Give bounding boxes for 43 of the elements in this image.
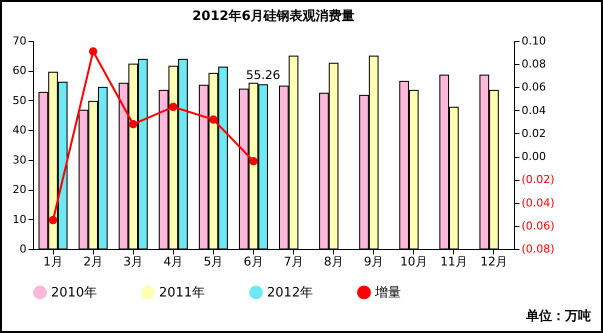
legend-label: 2011年	[159, 285, 206, 300]
y-tick-label: 0	[20, 242, 26, 256]
y2-tick-label: 0.10	[522, 34, 546, 48]
y2-tick-label: 0.06	[522, 80, 546, 94]
y2-tick-label: (0.04)	[522, 196, 555, 210]
x-tick-label: 3月	[123, 254, 144, 268]
x-tick-label: 12月	[480, 254, 508, 268]
point	[129, 120, 138, 128]
y2-tick-label: 0.00	[522, 150, 546, 164]
y-tick-label: 70	[12, 34, 26, 48]
y2-tick-label: (0.02)	[522, 173, 555, 186]
x-tick-label: 4月	[163, 254, 184, 268]
x-tick-label: 6月	[244, 254, 264, 268]
point	[48, 216, 58, 224]
y2-tick-label: 0.02	[522, 126, 546, 140]
x-tick-label: 2月	[83, 254, 103, 268]
text: 单位：万吨	[526, 308, 591, 325]
point	[169, 102, 178, 112]
y-tick-label: 20	[12, 183, 26, 196]
x-tick-label: 9月	[364, 254, 384, 268]
y2-tick-label: (0.08)	[522, 242, 555, 256]
x-tick-label: 10月	[400, 254, 428, 268]
data-label: 55.26	[246, 68, 280, 82]
y2-tick-label: 0.08	[522, 58, 546, 71]
x-tick-label: 11月	[440, 254, 468, 268]
y-tick-label: 60	[12, 64, 26, 78]
y-tick-label: 40	[12, 124, 26, 137]
x-tick-label: 5月	[204, 254, 224, 268]
legend-label: 增量	[374, 285, 401, 300]
legend-label: 2010年	[51, 285, 98, 300]
legend-label: 2012年	[267, 285, 314, 300]
x-tick-label: 7月	[284, 254, 304, 268]
y2-tick-label: (0.06)	[522, 219, 555, 232]
y2-tick-label: 0.04	[522, 104, 546, 117]
x-tick-label: 8月	[324, 254, 344, 268]
y-tick-label: 10	[12, 212, 26, 226]
chart-title: 2012年6月硅钢表观消费量	[192, 9, 355, 24]
point	[88, 47, 98, 56]
point	[209, 115, 218, 124]
y-tick-label: 50	[12, 94, 26, 107]
x-tick-label: 1月	[43, 254, 63, 268]
y-tick-label: 30	[12, 153, 26, 166]
point	[249, 157, 258, 166]
